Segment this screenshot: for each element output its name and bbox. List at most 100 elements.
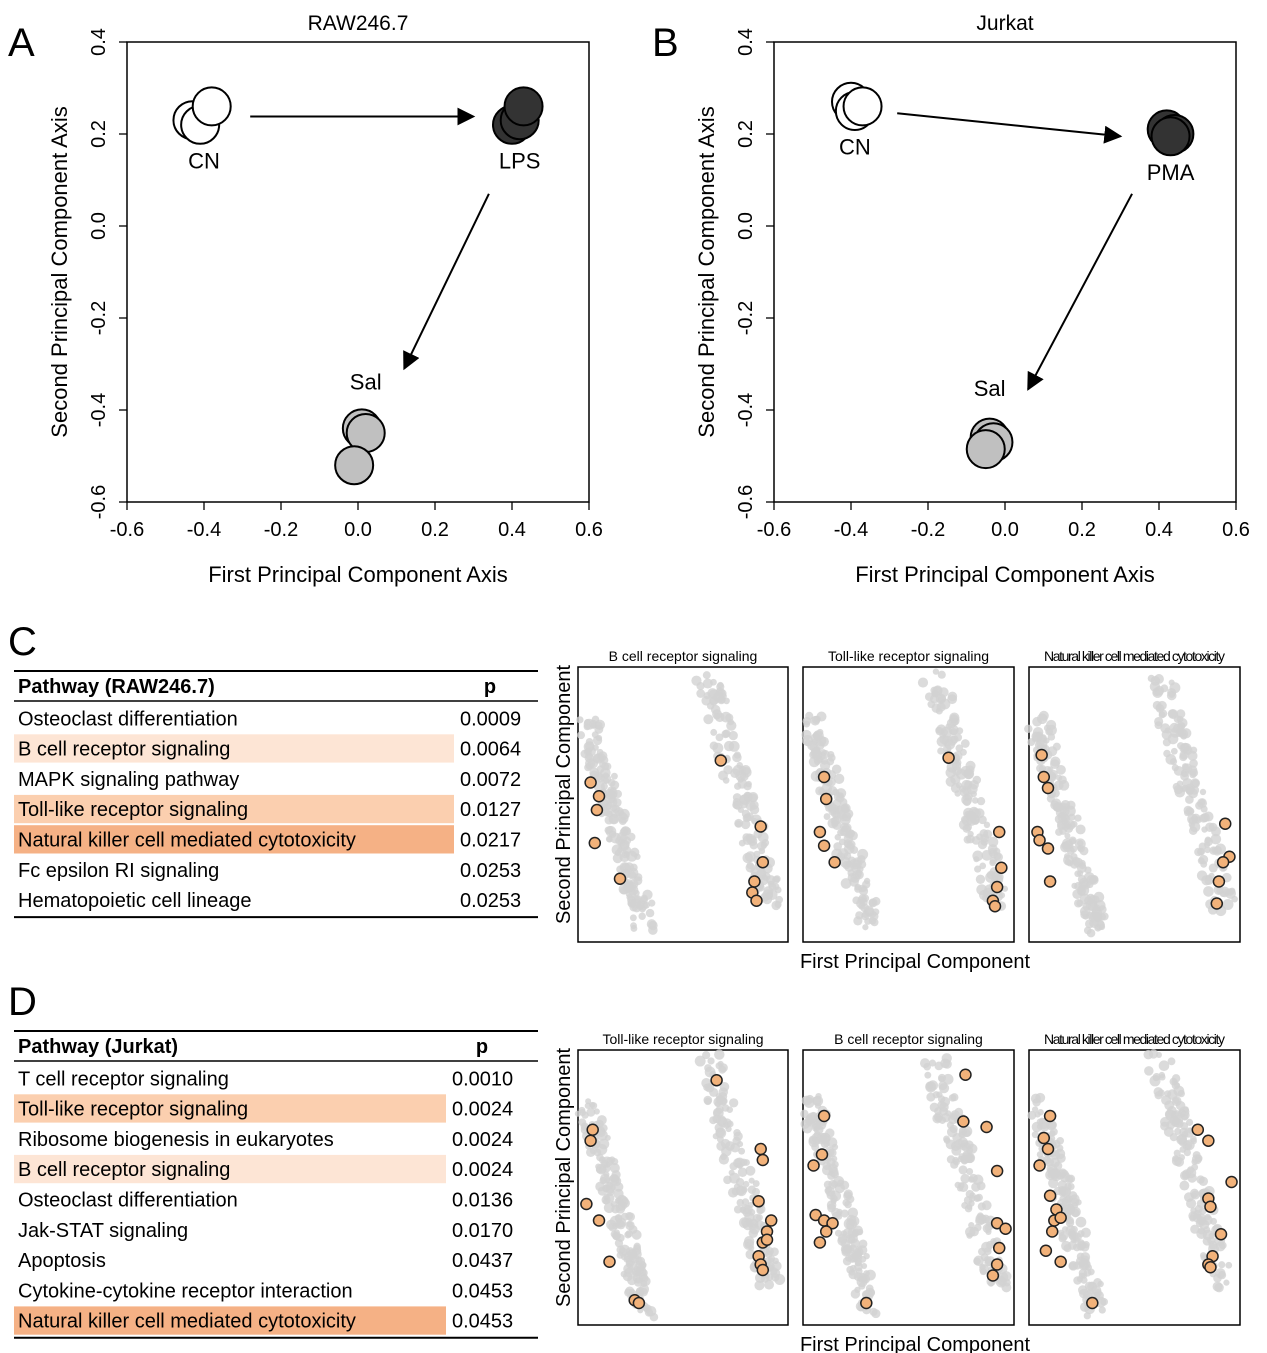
background-point — [1190, 1224, 1200, 1234]
background-point — [764, 1279, 775, 1290]
background-point — [945, 723, 952, 730]
background-point — [833, 792, 844, 802]
background-points — [1027, 1049, 1233, 1320]
background-point — [630, 922, 637, 930]
x-tick-label: 0.2 — [1068, 519, 1096, 541]
table-row-p: 0.0253 — [460, 890, 521, 912]
background-point — [833, 842, 842, 851]
highlighted-gene-point — [1216, 856, 1230, 869]
background-point — [1049, 1127, 1058, 1136]
background-point — [935, 693, 947, 704]
background-point — [821, 1134, 830, 1144]
background-point — [858, 884, 866, 893]
background-point — [716, 1135, 724, 1143]
background-point — [1212, 1281, 1223, 1292]
background-point — [1228, 887, 1236, 895]
background-point — [840, 1209, 849, 1218]
highlighted-gene-point — [807, 1159, 820, 1172]
highlighted-gene-point — [813, 1236, 827, 1249]
background-point — [938, 1073, 947, 1082]
x-tick-label: -0.6 — [110, 519, 144, 541]
background-point — [839, 1180, 850, 1190]
background-point — [1164, 727, 1171, 734]
highlighted-gene-point — [990, 880, 1004, 894]
background-point — [1070, 853, 1078, 861]
background-point — [852, 896, 861, 905]
highlighted-gene-point — [1039, 1244, 1053, 1257]
background-point — [712, 709, 722, 720]
background-point — [1199, 788, 1207, 796]
background-point — [1165, 754, 1177, 765]
background-point — [989, 856, 998, 865]
background-point — [640, 894, 648, 902]
table-header-p: p — [484, 676, 496, 698]
background-point — [986, 1240, 995, 1249]
background-point — [625, 1230, 633, 1238]
highlighted-gene-point — [817, 770, 831, 784]
group-label: CN — [839, 135, 871, 160]
background-point — [924, 1071, 932, 1079]
background-point — [942, 1059, 952, 1069]
background-point — [592, 744, 599, 751]
highlighted-gene-point — [752, 1195, 765, 1208]
sample-point — [191, 86, 232, 127]
background-point — [613, 1229, 620, 1236]
background-point — [704, 1097, 712, 1106]
background-point — [749, 805, 760, 815]
background-point — [583, 718, 595, 730]
background-point — [917, 677, 929, 688]
background-point — [766, 875, 776, 885]
background-point — [741, 809, 751, 818]
background-point — [737, 778, 748, 789]
background-point — [642, 901, 650, 909]
background-point — [858, 894, 867, 903]
background-point — [1179, 1170, 1190, 1181]
x-tick-label: 0.2 — [421, 519, 449, 541]
highlighted-gene-point — [714, 754, 728, 767]
table-row-p: 0.0453 — [452, 1311, 513, 1333]
highlighted-gene-point — [988, 900, 1002, 913]
background-point — [589, 1101, 596, 1109]
background-points — [574, 1049, 786, 1322]
transition-arrow — [897, 112, 1123, 144]
background-point — [871, 1309, 881, 1319]
background-point — [737, 806, 744, 814]
background-point — [1199, 1252, 1207, 1259]
background-point — [1188, 788, 1198, 799]
background-point — [1204, 841, 1211, 848]
background-point — [578, 1108, 587, 1117]
background-point — [1163, 1126, 1174, 1137]
background-point — [1171, 764, 1179, 772]
background-point — [762, 894, 773, 905]
background-point — [989, 849, 998, 859]
background-point — [715, 1096, 724, 1105]
background-point — [937, 670, 946, 679]
background-point — [1182, 763, 1193, 774]
background-point — [973, 1255, 984, 1266]
background-point — [1065, 1218, 1075, 1228]
background-point — [1001, 1282, 1012, 1293]
background-point — [1031, 731, 1042, 742]
background-point — [1198, 854, 1209, 865]
background-point — [1183, 809, 1191, 817]
table-header-pathway: Pathway (RAW246.7) — [18, 676, 215, 698]
highlighted-gene-point — [959, 1068, 972, 1081]
background-point — [707, 1057, 715, 1065]
panel-letter-a: A — [8, 21, 35, 65]
background-point — [603, 777, 610, 784]
background-point — [932, 668, 940, 675]
background-point — [691, 675, 702, 686]
background-point — [728, 1169, 735, 1176]
background-point — [738, 1147, 746, 1155]
background-point — [811, 1143, 820, 1152]
table-row-name: Ribosome biogenesis in eukaryotes — [18, 1129, 334, 1151]
background-point — [771, 900, 781, 911]
background-point — [610, 772, 618, 780]
background-point — [725, 1141, 735, 1151]
background-point — [1185, 1118, 1194, 1126]
background-point — [596, 1127, 606, 1137]
table-row-name: Natural killer cell mediated cytotoxicit… — [18, 1311, 356, 1333]
background-point — [1198, 1176, 1209, 1187]
background-point — [610, 1201, 617, 1208]
pca-plot-jurkat: Jurkat -0.6 -0.4 -0.2 0.0 0.2 0.4 0.6 First Prin… — [694, 12, 1250, 587]
